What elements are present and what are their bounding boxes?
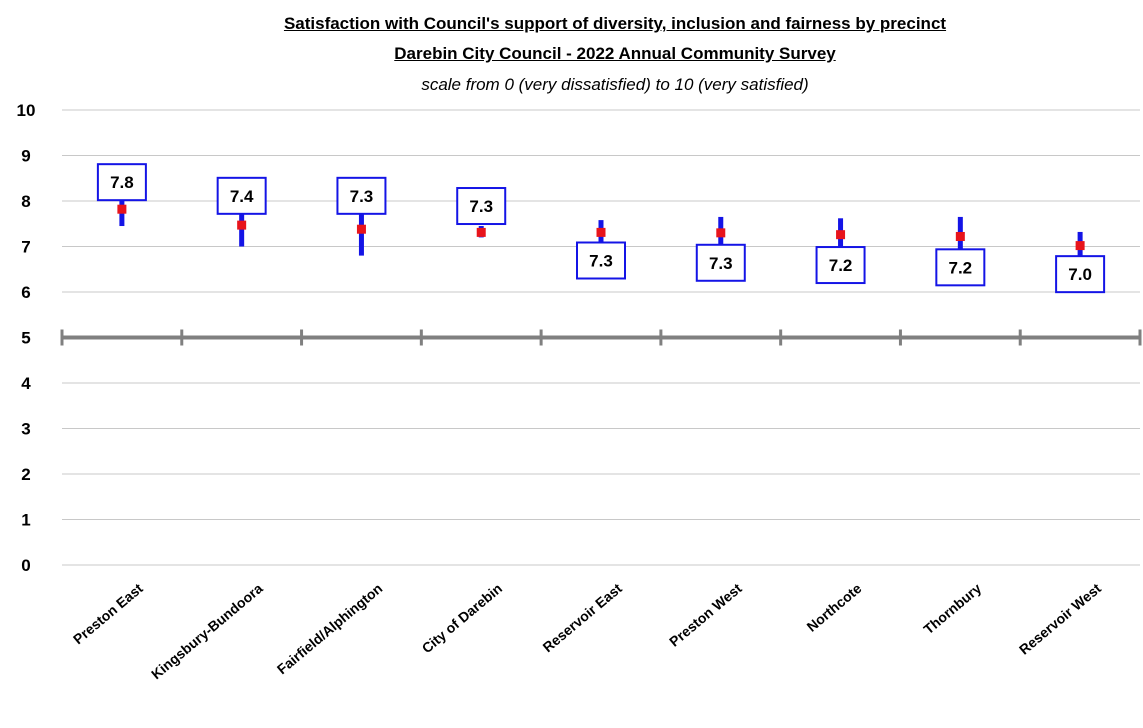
y-tick-label: 1 [21, 511, 30, 530]
data-label: 7.2 [829, 256, 853, 275]
data-label: 7.4 [230, 187, 254, 206]
data-label-box [96, 163, 147, 202]
data-point [596, 227, 606, 237]
x-tick-label: Reservoir East [540, 580, 626, 656]
data-point [1075, 241, 1085, 251]
x-tick-label: Thornbury [920, 580, 984, 637]
data-label-box [456, 187, 507, 226]
chart-title-line2: Darebin City Council - 2022 Annual Commu… [394, 44, 836, 63]
y-tick-label: 3 [21, 420, 30, 439]
data-label: 7.3 [709, 254, 733, 273]
data-label-box [695, 243, 746, 282]
data-label-box [576, 241, 626, 280]
data-label: 7.8 [110, 173, 134, 192]
y-tick-label: 4 [21, 374, 31, 393]
data-point [716, 228, 726, 238]
data-point [237, 220, 247, 230]
data-label: 7.3 [350, 187, 374, 206]
x-tick-label: Fairfield/Alphington [274, 580, 386, 677]
y-tick-label: 0 [21, 556, 30, 575]
data-label-box [336, 176, 387, 215]
y-tick-label: 8 [21, 192, 30, 211]
data-point [117, 204, 127, 214]
y-tick-label: 2 [21, 465, 30, 484]
x-tick-label: Kingsbury-Bundoora [148, 580, 266, 682]
data-label-box [935, 248, 986, 287]
x-tick-label: Northcote [804, 580, 865, 635]
x-tick-label: Preston West [666, 580, 745, 650]
data-label: 7.2 [949, 258, 973, 277]
x-tick-label: Reservoir West [1016, 580, 1104, 658]
data-label: 7.3 [589, 252, 613, 271]
y-tick-label: 9 [21, 147, 30, 166]
x-tick-label: City of Darebin [419, 580, 506, 656]
data-point [356, 224, 366, 234]
y-tick-label: 5 [21, 329, 30, 348]
data-label-box [1055, 255, 1106, 294]
data-label-box [216, 176, 267, 215]
x-tick-label: Preston East [70, 580, 146, 647]
chart-subtitle: scale from 0 (very dissatisfied) to 10 (… [421, 75, 809, 94]
chart-title-line1: Satisfaction with Council's support of d… [283, 14, 947, 33]
data-point [955, 231, 965, 241]
y-tick-label: 7 [21, 238, 30, 257]
data-point [476, 227, 486, 237]
data-point [836, 230, 846, 240]
data-label: 7.3 [469, 197, 493, 216]
y-tick-label: 10 [17, 101, 36, 120]
data-label-box [815, 246, 866, 285]
y-tick-label: 6 [21, 283, 30, 302]
data-label: 7.0 [1068, 265, 1092, 284]
